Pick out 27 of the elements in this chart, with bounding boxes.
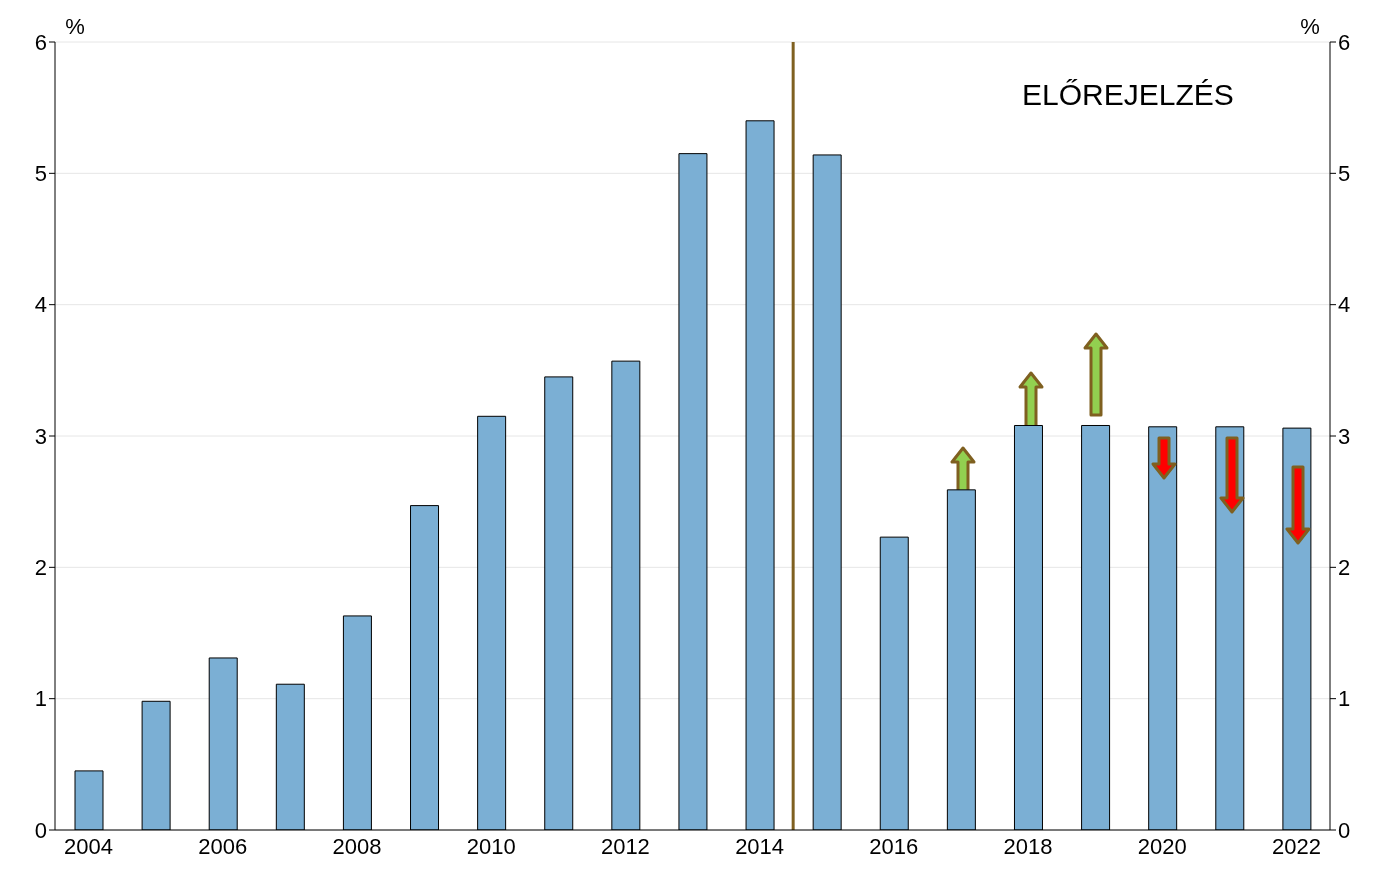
y2-tick-label: 3 bbox=[1338, 423, 1351, 449]
y2-axis-title: % bbox=[1300, 14, 1320, 39]
y-tick-label: 5 bbox=[34, 161, 47, 187]
x-tick-label: 2006 bbox=[198, 833, 248, 859]
y2-tick-label: 6 bbox=[1338, 29, 1351, 55]
x-tick-label: 2022 bbox=[1271, 833, 1321, 859]
x-tick-label: 2012 bbox=[600, 833, 650, 859]
x-tick-label: 2004 bbox=[64, 833, 114, 859]
x-tick-label: 2016 bbox=[869, 833, 919, 859]
y2-tick-label: 5 bbox=[1338, 161, 1351, 187]
y-axis-title: % bbox=[65, 14, 85, 39]
y2-tick-label: 1 bbox=[1338, 686, 1351, 712]
x-tick-label: 2018 bbox=[1003, 833, 1053, 859]
x-tick-label: 2020 bbox=[1137, 833, 1187, 859]
y-tick-label: 3 bbox=[34, 423, 47, 449]
y-tick-label: 4 bbox=[34, 292, 47, 318]
y2-tick-label: 0 bbox=[1338, 817, 1351, 843]
y2-tick-label: 4 bbox=[1338, 292, 1351, 318]
x-tick-label: 2008 bbox=[332, 833, 382, 859]
annotation: ELŐREJELZÉS bbox=[1022, 78, 1234, 112]
x-tick-label: 2010 bbox=[466, 833, 516, 859]
y-tick-label: 0 bbox=[34, 817, 47, 843]
y2-tick-label: 2 bbox=[1338, 555, 1351, 581]
y-tick-label: 6 bbox=[34, 29, 47, 55]
x-tick-label: 2014 bbox=[735, 833, 785, 859]
y-tick-label: 2 bbox=[34, 555, 47, 581]
y-tick-label: 1 bbox=[34, 686, 47, 712]
